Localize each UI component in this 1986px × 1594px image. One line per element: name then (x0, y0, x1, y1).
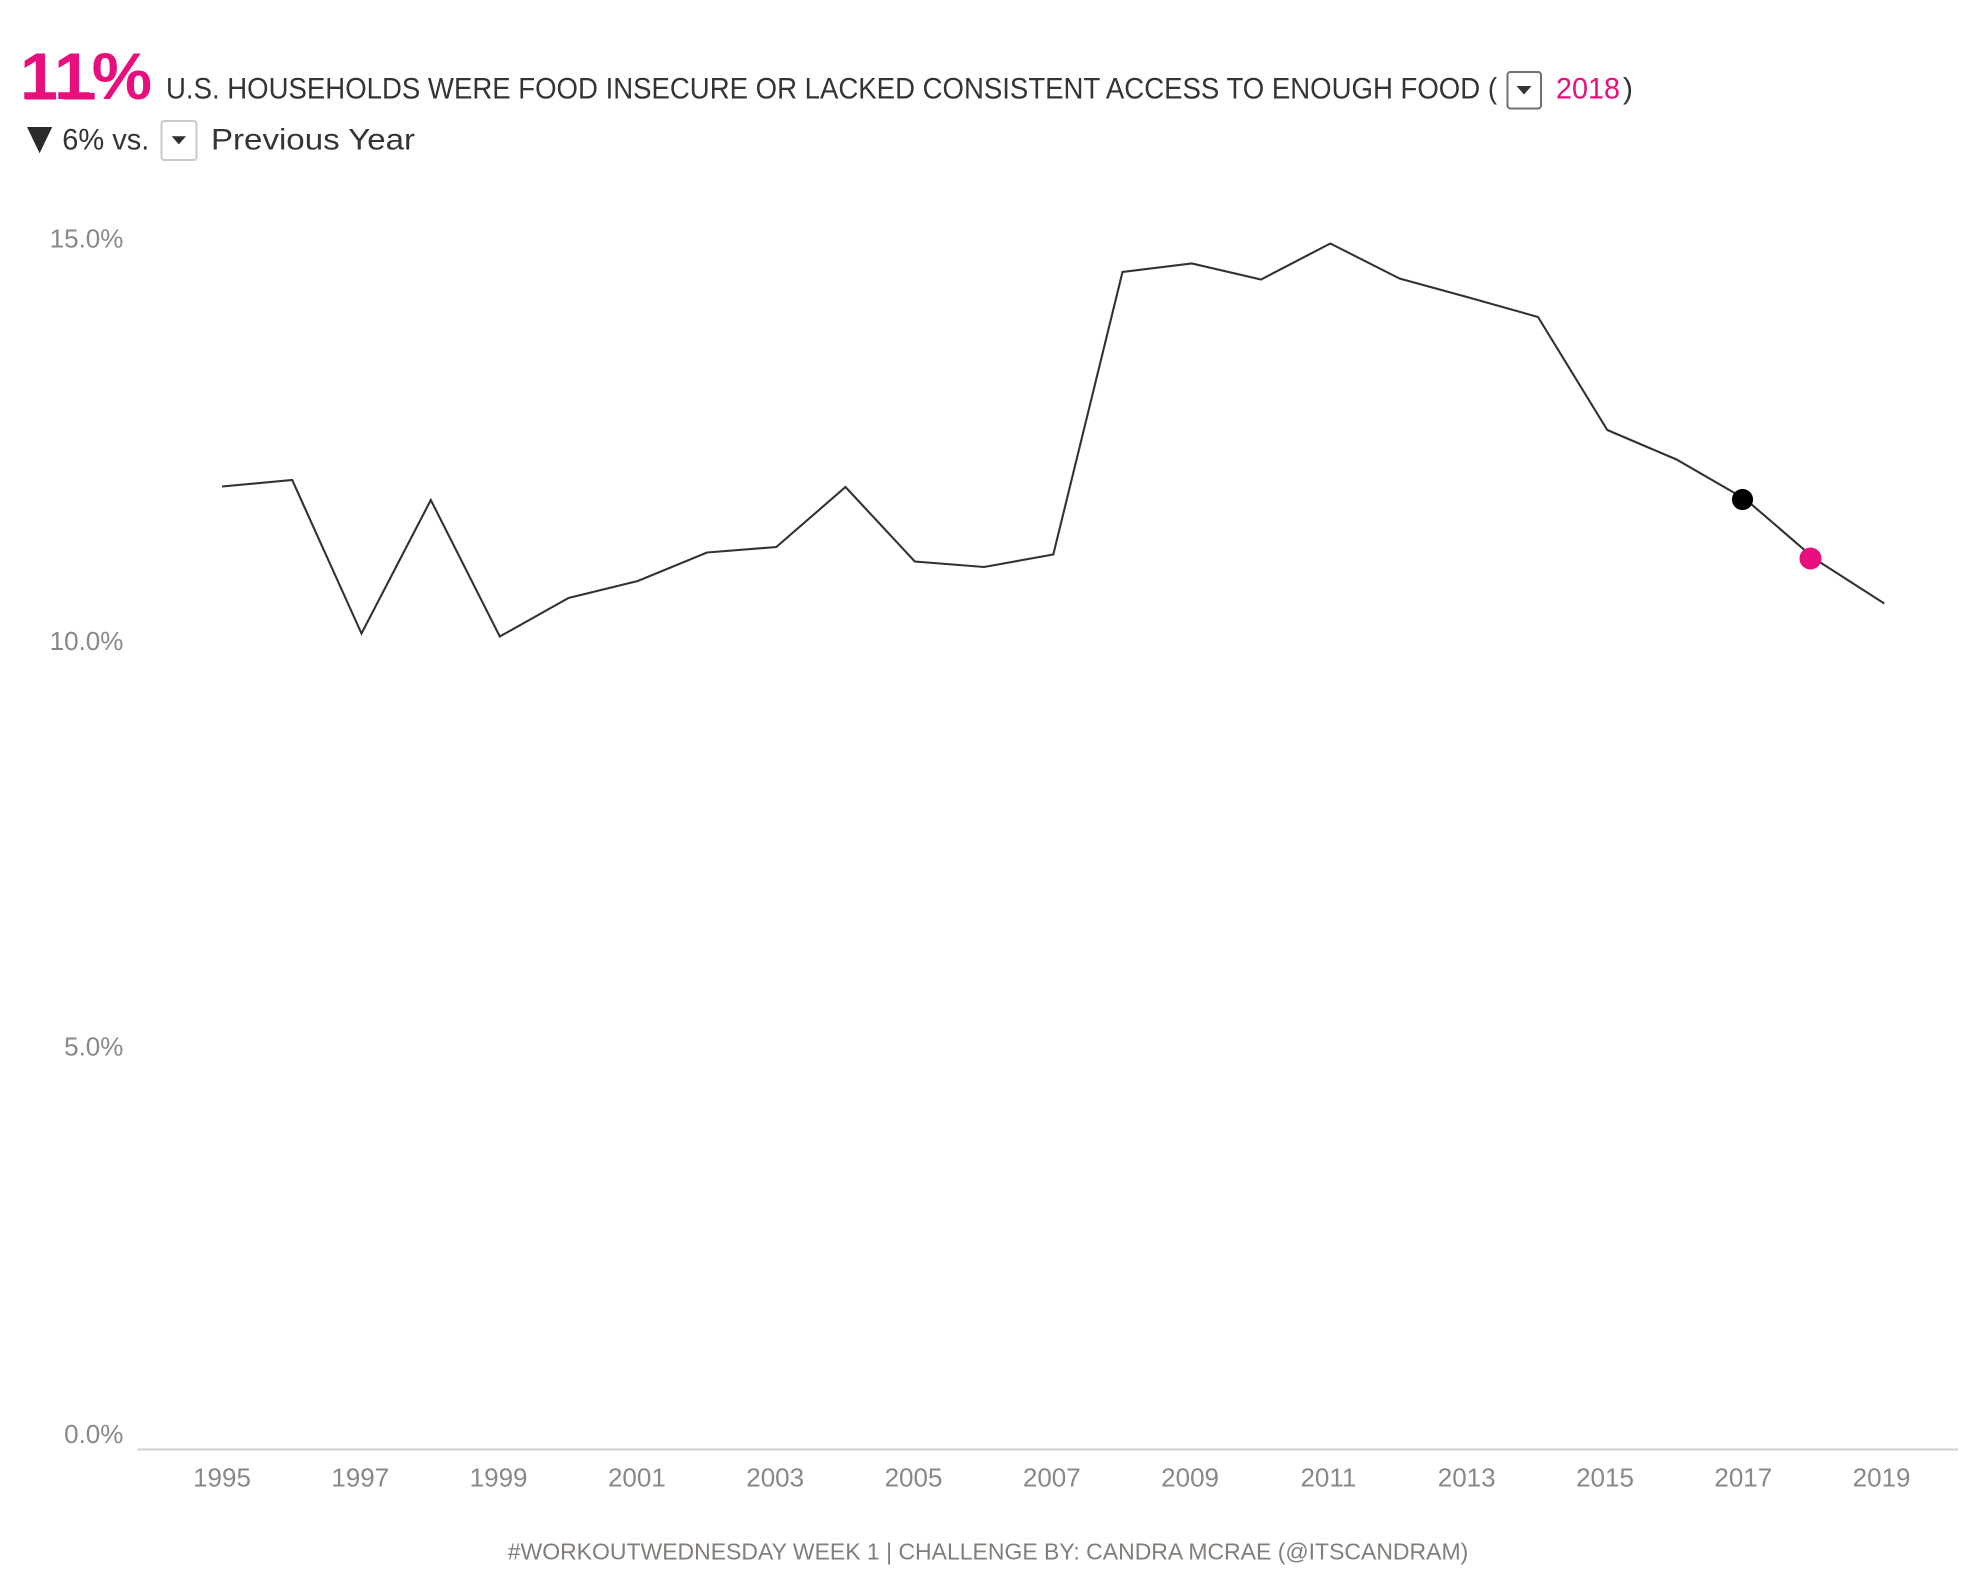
svg-text:1995: 1995 (193, 1463, 251, 1493)
svg-text:U.S. HOUSEHOLDS WERE FOOD INSE: U.S. HOUSEHOLDS WERE FOOD INSECURE OR LA… (166, 73, 1497, 106)
svg-text:): ) (1623, 73, 1633, 106)
svg-text:2017: 2017 (1714, 1463, 1772, 1493)
svg-text:0.0%: 0.0% (64, 1419, 123, 1449)
svg-text:#WORKOUTWEDNESDAY WEEK 1 | CHA: #WORKOUTWEDNESDAY WEEK 1 | CHALLENGE BY:… (508, 1539, 1469, 1565)
svg-text:2019: 2019 (1853, 1463, 1911, 1493)
svg-text:2001: 2001 (608, 1463, 666, 1493)
svg-text:Previous Year: Previous Year (211, 124, 415, 157)
svg-text:2009: 2009 (1161, 1463, 1219, 1493)
svg-text:2011: 2011 (1300, 1463, 1356, 1493)
svg-text:1999: 1999 (470, 1463, 528, 1493)
svg-text:11%: 11% (20, 39, 152, 113)
svg-text:2015: 2015 (1576, 1463, 1634, 1493)
svg-text:5.0%: 5.0% (64, 1032, 123, 1062)
svg-text:2005: 2005 (885, 1463, 943, 1493)
svg-text:6% vs.: 6% vs. (62, 124, 149, 157)
svg-text:10.0%: 10.0% (50, 626, 124, 656)
svg-text:2007: 2007 (1023, 1463, 1081, 1493)
svg-text:15.0%: 15.0% (50, 224, 124, 254)
svg-text:2013: 2013 (1438, 1463, 1496, 1493)
svg-text:1997: 1997 (331, 1463, 389, 1493)
svg-text:2018: 2018 (1556, 73, 1620, 106)
svg-text:2003: 2003 (746, 1463, 804, 1493)
